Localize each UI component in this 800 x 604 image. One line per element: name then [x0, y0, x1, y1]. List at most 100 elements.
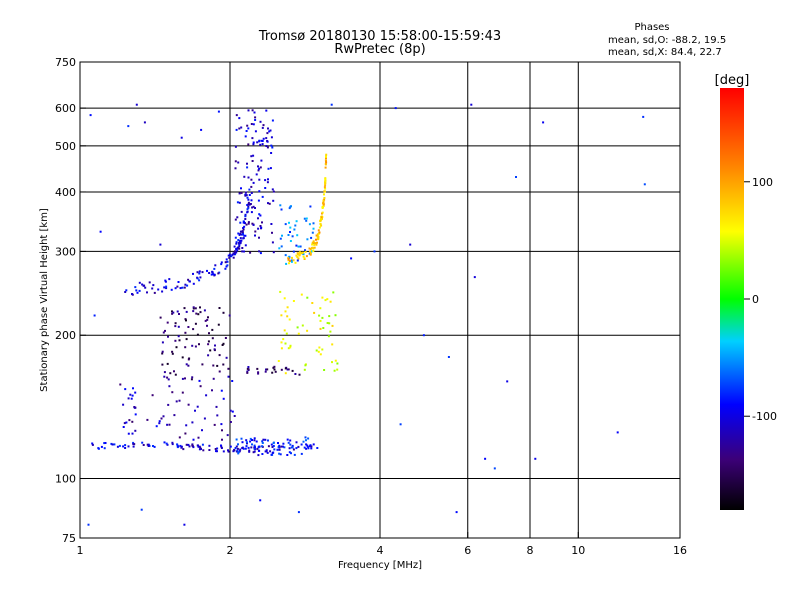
x-axis-ticks: 1 2 4 6 8 10 16: [77, 532, 687, 557]
data-point: [187, 278, 190, 281]
data-point: [329, 330, 332, 333]
data-point: [284, 310, 287, 313]
data-point: [178, 339, 181, 342]
data-point: [291, 235, 294, 238]
data-point: [191, 421, 194, 424]
data-point: [218, 370, 221, 373]
data-point: [321, 211, 324, 214]
data-point: [183, 523, 186, 526]
data-point: [315, 234, 318, 237]
data-point: [195, 312, 198, 315]
data-point: [161, 341, 164, 344]
data-point: [296, 259, 299, 262]
data-point: [238, 247, 241, 250]
data-point: [165, 285, 168, 288]
data-point: [643, 183, 646, 186]
data-point: [320, 224, 323, 227]
data-point: [216, 450, 218, 453]
data-point: [324, 178, 327, 181]
data-point: [297, 257, 300, 260]
data-point: [300, 443, 303, 446]
data-point: [266, 181, 269, 184]
data-point: [325, 153, 328, 156]
data-point: [310, 236, 313, 239]
data-point: [230, 255, 233, 258]
data-point: [326, 298, 329, 301]
data-point: [192, 306, 195, 309]
data-point: [192, 307, 195, 310]
data-point: [296, 252, 299, 255]
data-point: [257, 217, 259, 220]
data-point: [309, 205, 312, 208]
data-point: [277, 446, 280, 449]
data-point: [260, 139, 263, 142]
data-point: [271, 452, 274, 454]
y-tick-label: 750: [55, 56, 76, 69]
data-point: [258, 190, 261, 193]
data-point: [264, 179, 267, 182]
data-point: [124, 444, 127, 447]
data-point: [142, 444, 145, 446]
data-point: [236, 201, 239, 204]
data-point: [224, 337, 227, 339]
data-point: [222, 397, 225, 400]
data-point: [242, 227, 245, 229]
data-point: [301, 324, 304, 327]
data-point: [270, 136, 273, 139]
data-point: [235, 128, 238, 131]
data-point: [238, 241, 241, 244]
data-point: [267, 127, 269, 130]
data-point: [280, 208, 283, 211]
data-point: [276, 448, 279, 451]
data-point: [184, 432, 187, 435]
data-point: [470, 103, 473, 106]
data-point: [212, 364, 215, 367]
data-point: [286, 315, 289, 318]
data-point: [184, 331, 187, 334]
data-point: [297, 253, 300, 256]
data-point: [322, 199, 325, 202]
data-point: [286, 438, 289, 441]
data-point: [322, 327, 325, 329]
stats-header: Phases: [634, 22, 669, 33]
data-point: [251, 222, 254, 225]
data-point: [183, 307, 186, 310]
data-point: [272, 366, 275, 369]
data-point: [271, 188, 274, 191]
data-point: [222, 450, 225, 453]
data-point: [244, 244, 247, 247]
data-point: [245, 445, 248, 448]
data-point: [237, 452, 240, 455]
data-point: [265, 137, 268, 140]
data-point: [294, 261, 297, 264]
data-point: [161, 363, 164, 366]
data-point: [222, 363, 225, 366]
data-point: [131, 394, 134, 397]
data-point: [284, 223, 287, 226]
data-point: [283, 446, 286, 449]
data-point: [235, 242, 238, 245]
data-point: [294, 224, 297, 227]
data-point: [279, 237, 282, 240]
data-point: [298, 373, 301, 376]
x-tick-label: 1: [77, 544, 84, 557]
y-tick-label: 200: [55, 329, 76, 342]
data-point: [103, 447, 106, 450]
data-point: [246, 166, 249, 169]
data-point: [240, 191, 243, 194]
data-point: [242, 221, 245, 224]
data-point: [192, 446, 195, 449]
data-point: [280, 314, 283, 317]
data-point: [248, 449, 251, 452]
data-point: [325, 160, 327, 162]
data-point: [261, 440, 264, 443]
data-point: [303, 446, 306, 449]
data-point: [280, 368, 283, 371]
data-point: [233, 415, 236, 417]
data-point: [270, 453, 273, 456]
data-point: [264, 187, 267, 189]
data-point: [224, 261, 227, 264]
data-point: [281, 445, 284, 448]
data-point: [282, 338, 285, 341]
data-point: [291, 256, 293, 259]
